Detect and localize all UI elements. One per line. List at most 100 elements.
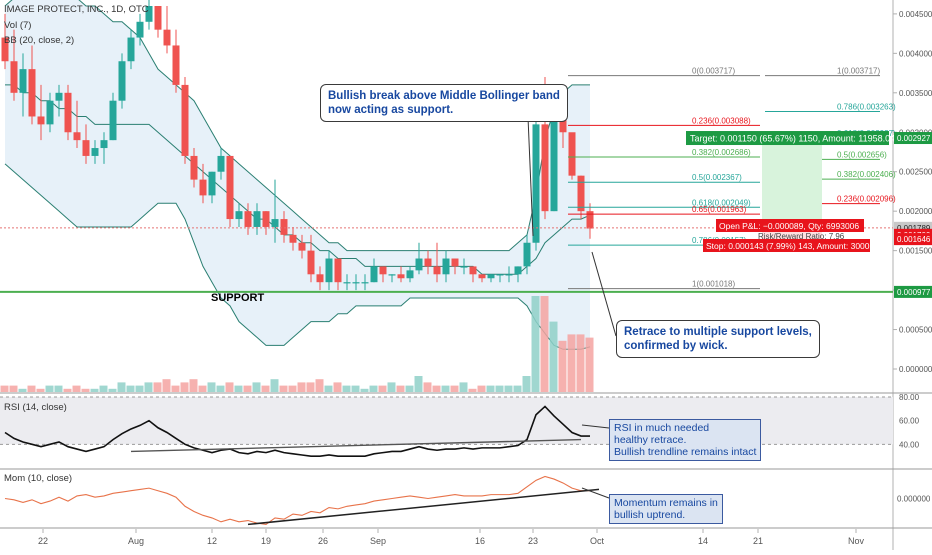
- candle-body: [541, 124, 549, 212]
- volume-bar: [216, 385, 225, 392]
- fib-right-label: 1(0.003717): [837, 67, 880, 76]
- volume-legend: Vol (7): [4, 20, 32, 31]
- candle-body: [28, 69, 36, 117]
- candle-body: [91, 148, 99, 156]
- candle-body: [505, 274, 513, 276]
- rsi-line: [4, 405, 590, 457]
- candle-body: [208, 171, 216, 196]
- candle-body: [325, 258, 333, 283]
- time-tick-label: Nov: [848, 536, 865, 546]
- volume-bar: [288, 385, 297, 392]
- volume-bar: [243, 385, 252, 392]
- time-tick-label: 14: [698, 536, 708, 546]
- time-tick-label: 21: [753, 536, 763, 546]
- volume-bar: [333, 382, 342, 392]
- volume-bar: [396, 385, 405, 392]
- volume-bar: [504, 385, 513, 392]
- candle-body: [226, 155, 234, 220]
- candle-body: [496, 274, 504, 276]
- volume-bar: [279, 385, 288, 392]
- bollinger-legend: BB (20, close, 2): [4, 35, 75, 46]
- volume-bar: [585, 337, 594, 392]
- volume-bar: [477, 385, 486, 392]
- mom-note-line-2: bullish uptrend.: [614, 509, 686, 521]
- price-badge-bg: [894, 132, 932, 145]
- rsi-trendline: [130, 438, 582, 453]
- candle-body: [37, 116, 45, 125]
- candle-body: [127, 37, 135, 62]
- volume-bar: [117, 382, 126, 392]
- mom-tick-label: 0.000000: [897, 495, 931, 504]
- volume-bar: [45, 385, 54, 392]
- time-tick-label: Aug: [128, 536, 144, 546]
- volume-bar: [576, 334, 585, 392]
- candle-body: [532, 124, 540, 243]
- volume-bar: [270, 379, 279, 392]
- price-tick-label: 0.001500: [899, 247, 932, 256]
- candle-body: [379, 266, 387, 275]
- candle-body: [307, 250, 315, 275]
- fib-left-label: 0.65(0.001963): [692, 205, 747, 214]
- volume-bar: [180, 382, 189, 392]
- candle-body: [172, 45, 180, 85]
- price-tick-label: 0.000500: [899, 326, 932, 335]
- volume-bar: [567, 334, 576, 392]
- price-badge-label: 0.002927: [897, 134, 931, 143]
- price-badge-label: 0.000977: [897, 288, 931, 297]
- fib-right-label: 0.236(0.002096): [837, 195, 896, 204]
- bollinger-break-callout: Bullish break above Middle Bollinger ban…: [320, 84, 568, 122]
- time-tick-label: 23: [528, 536, 538, 546]
- candle-body: [406, 270, 414, 279]
- price-badge-bg: [894, 285, 932, 298]
- time-tick-label: 19: [261, 536, 271, 546]
- candle-body: [478, 274, 486, 279]
- candle-body: [82, 140, 90, 156]
- candle-body: [154, 6, 162, 30]
- rsi-tick-label: 80.00: [899, 393, 920, 402]
- stop-label: Stop: 0.000143 (7.99%) 143, Amount: 3000: [706, 241, 870, 251]
- candle-body: [442, 258, 450, 275]
- volume-bar: [342, 385, 351, 392]
- stop-zone: [762, 227, 822, 240]
- volume-bar: [450, 385, 459, 392]
- fib-left-label: 0.236(0.003088): [692, 116, 751, 125]
- candle-body: [10, 61, 18, 93]
- candle-body: [163, 29, 171, 46]
- bollinger-break-line-2: now acting as support.: [328, 104, 454, 116]
- volume-bar: [252, 382, 261, 392]
- rsi-note-pointer: [581, 424, 610, 429]
- fib-right-label: 0.786(0.003263): [837, 103, 896, 112]
- candle-body: [289, 234, 297, 243]
- candle-body: [550, 100, 558, 212]
- volume-bar: [171, 385, 180, 392]
- time-tick-label: Sep: [370, 536, 386, 546]
- volume-bar: [261, 385, 270, 392]
- rsi-note-line-1: RSI in much needed: [614, 422, 710, 434]
- volume-bar: [234, 385, 243, 392]
- candle-body: [235, 211, 243, 220]
- volume-bar: [63, 388, 72, 392]
- price-badge-bg: [894, 233, 932, 246]
- candle-body: [199, 179, 207, 196]
- volume-bar: [189, 379, 198, 392]
- candle-body: [424, 258, 432, 267]
- fib-right-label: 0.382(0.002406): [837, 170, 896, 179]
- candle-body: [568, 132, 576, 176]
- volume-bar: [432, 385, 441, 392]
- volume-bar: [405, 385, 414, 392]
- price-badge-label: 0.001789: [897, 224, 931, 233]
- candle-body: [19, 69, 27, 93]
- candle-body: [118, 61, 126, 101]
- retrace-pointer: [591, 251, 617, 337]
- candle-body: [586, 211, 594, 229]
- candle-body: [460, 266, 468, 268]
- volume-bar: [90, 388, 99, 392]
- bollinger-lower-line: [4, 163, 591, 350]
- volume-bar: [108, 388, 117, 392]
- fib-left-label: 0.382(0.002686): [692, 148, 751, 157]
- volume-bar: [540, 296, 549, 392]
- rsi-tick-label: 40.00: [899, 440, 920, 449]
- candle-body: [469, 266, 477, 275]
